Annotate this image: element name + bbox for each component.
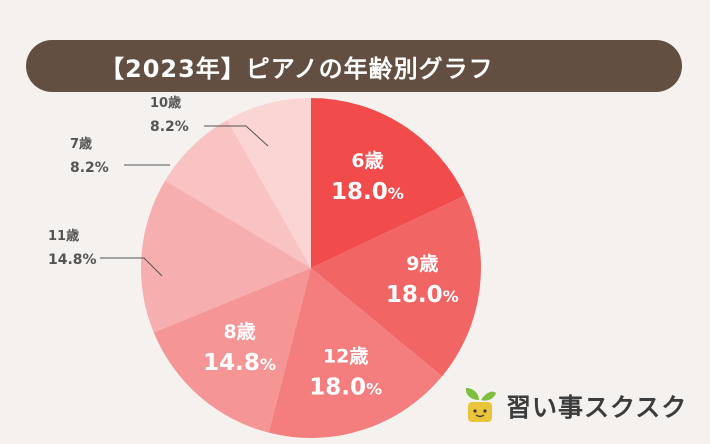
slice-3-wedge [153, 268, 311, 433]
slice-4-wedge [141, 180, 311, 333]
slice-labels: 6歳 18.0% 9歳 18.0% 12歳 18.0% 8歳 14.8% 11歳 14.8% 7歳 8… [48, 95, 459, 401]
slice-1-wedge [311, 195, 481, 377]
slice-2-value-label: 18.0% [309, 375, 382, 401]
slice-5-name-label: 7歳 [70, 136, 92, 152]
leader-lines [100, 125, 269, 277]
brand-logo: 習い事スクスク [462, 386, 687, 426]
slice-1-value-label: 18.0% [386, 282, 459, 308]
slice-0-name-label: 6歳 [351, 150, 383, 172]
slice-3-value-label: 14.8% [203, 350, 276, 376]
brand-name: 習い事スクスク [506, 393, 688, 422]
slice-3-name-label: 8歳 [223, 321, 255, 343]
slice-5-value-label: 8.2% [70, 160, 109, 176]
slice-5-wedge [165, 120, 311, 269]
slice-4-value-label: 14.8% [48, 252, 97, 268]
slice-2-wedge [268, 268, 442, 438]
slice-2-name-label: 12歳 [323, 346, 368, 368]
slice-0-wedge [311, 98, 465, 268]
slice-6-wedge [227, 98, 311, 268]
slice-6-leader-line [204, 125, 269, 147]
pie-slices [141, 98, 481, 438]
chart-title: 【2023年】ピアノの年齢別グラフ [26, 40, 682, 92]
sprout-icon [465, 388, 496, 422]
slice-4-leader-line [100, 257, 163, 277]
slice-0-value-label: 18.0% [331, 179, 404, 205]
slice-4-name-label: 11歳 [48, 228, 79, 244]
slice-6-name-label: 10歳 [150, 95, 181, 111]
slice-6-value-label: 8.2% [150, 119, 189, 135]
slice-1-name-label: 9歳 [406, 253, 438, 275]
